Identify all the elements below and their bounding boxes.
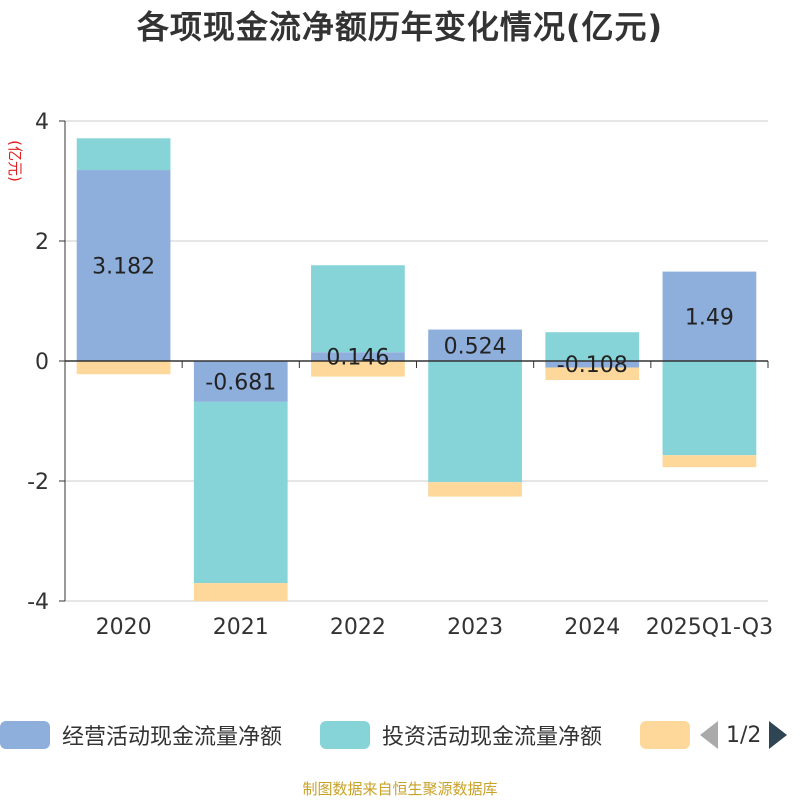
legend-swatch-financing [640, 721, 690, 749]
legend-item-financing[interactable] [640, 718, 690, 752]
data-label: -0.108 [557, 353, 628, 378]
data-label: 1.49 [685, 305, 734, 330]
data-label: -0.681 [205, 370, 276, 395]
y-tick-label: -4 [27, 590, 49, 615]
bar-segment [662, 455, 757, 468]
x-tick-label: 2024 [564, 615, 620, 640]
pager-prev-icon[interactable] [700, 721, 718, 749]
data-label: 0.524 [444, 334, 507, 359]
source-note: 制图数据来自恒生聚源数据库 [302, 780, 498, 798]
x-tick-label: 2021 [213, 615, 269, 640]
x-tick-label: 2023 [447, 615, 503, 640]
bar-segment [76, 170, 171, 361]
y-tick-label: -2 [27, 470, 49, 495]
x-tick-label: 2025Q1-Q3 [646, 615, 773, 640]
bar-segment [193, 401, 288, 584]
pager-next-icon[interactable] [769, 721, 788, 749]
legend-swatch-investing [320, 721, 370, 749]
legend-swatch-operating [0, 721, 50, 749]
bar-segment [545, 361, 640, 368]
bar-segment [545, 332, 640, 361]
bar-segment [428, 482, 522, 497]
bar-segment [545, 367, 640, 381]
bar-segment [76, 361, 171, 375]
bar-segment [428, 361, 522, 483]
y-axis-title: (亿元) [6, 140, 24, 182]
bar-segment [193, 583, 288, 602]
legend-label-operating: 经营活动现金流量净额 [62, 725, 283, 750]
legend-label-investing: 投资活动现金流量净额 [382, 725, 603, 750]
data-label: 0.146 [326, 346, 389, 371]
bar-segment [311, 361, 405, 377]
bar-segment [311, 352, 405, 361]
bars [76, 138, 757, 602]
y-tick-label: 0 [35, 350, 49, 375]
x-tick-label: 2020 [96, 615, 152, 640]
bar-segment [662, 271, 757, 361]
bar-segment [76, 138, 171, 171]
data-label: 3.182 [92, 255, 155, 280]
legend-item-investing[interactable]: 投资活动现金流量净额 [320, 718, 602, 752]
bar-segment [193, 361, 288, 402]
x-tick-label: 2022 [330, 615, 386, 640]
y-tick-label: 2 [35, 230, 49, 255]
axes: 4 2 0 -2 -4 (亿元) 2020 2021 2022 2023 2024 2025Q1-Q3 [6, 110, 773, 640]
bar-segment [662, 361, 757, 456]
pager-page-text: 1/2 [726, 722, 762, 748]
chart-title: 各项现金流净额历年变化情况(亿元) [136, 8, 664, 46]
legend-pager: 1/2 [700, 718, 788, 752]
data-labels: 3.182 -0.681 0.146 0.524 -0.108 1.49 [92, 255, 734, 396]
bar-segment [311, 265, 405, 353]
bar-segment [428, 329, 522, 361]
legend-item-operating[interactable]: 经营活动现金流量净额 [0, 718, 282, 752]
y-tick-label: 4 [35, 110, 49, 135]
